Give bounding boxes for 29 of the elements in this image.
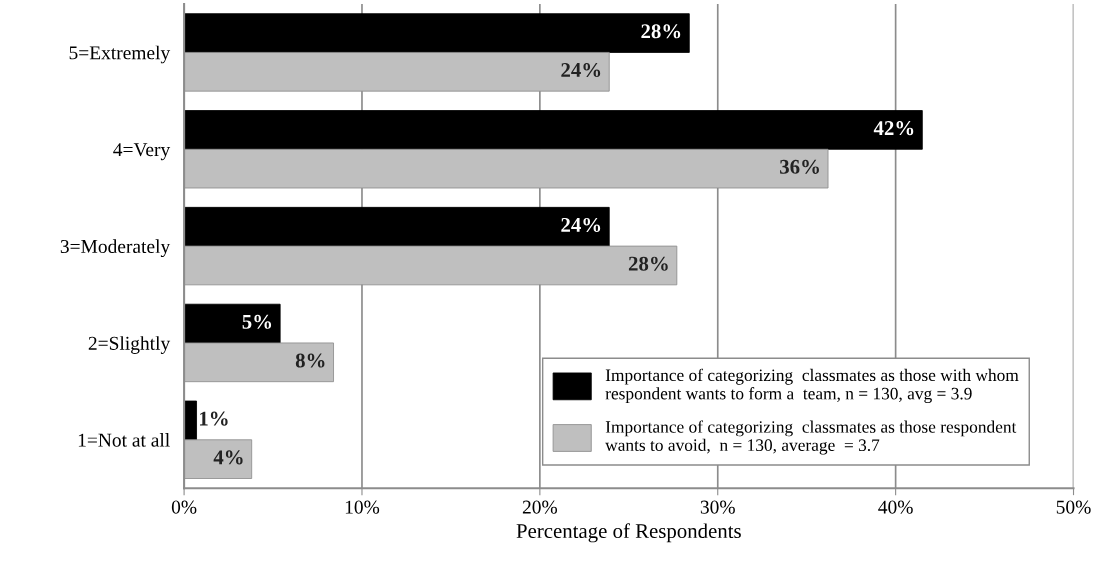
y-tick-label: 5=Extremely [69, 45, 171, 64]
x-axis-title: Percentage of Respondents [516, 523, 741, 543]
data-label: 24% [561, 217, 601, 233]
bar [184, 400, 197, 441]
x-tick-label: 40% [878, 500, 913, 514]
data-label: 28% [641, 24, 681, 39]
x-tick-label: 10% [345, 500, 380, 514]
data-label: 36% [780, 159, 819, 174]
data-label: 42% [873, 121, 914, 136]
y-tick-label: 4=Very [113, 143, 171, 161]
data-label: 24% [561, 62, 601, 78]
legend-label: Importance of categorizing classmates as those with whom respondent wants to form a team, n = 130, avg = 3.9 [605, 368, 1019, 404]
data-label: 28% [628, 256, 668, 271]
x-tick-label: 20% [522, 500, 558, 514]
y-tick-label: 2=Slightly [88, 336, 171, 354]
bar [184, 13, 690, 53]
bar [184, 110, 923, 150]
y-tick-label: 1=Not at all [78, 433, 170, 447]
x-tick-label: 30% [700, 500, 735, 514]
data-label: 4% [213, 450, 243, 465]
bar [184, 303, 281, 344]
data-label: 8% [295, 353, 325, 368]
bar [184, 206, 610, 247]
data-label: 1% [199, 411, 228, 426]
x-tick-label: 0% [171, 500, 197, 514]
legend-label: Importance of categorizing classmates as those respondent wants to avoid, n = 130, average = 3.7 [605, 420, 1017, 455]
x-tick-label: 50% [1056, 500, 1091, 514]
data-label: 5% [242, 314, 272, 329]
y-tick-label: 3=Moderately [60, 239, 171, 258]
